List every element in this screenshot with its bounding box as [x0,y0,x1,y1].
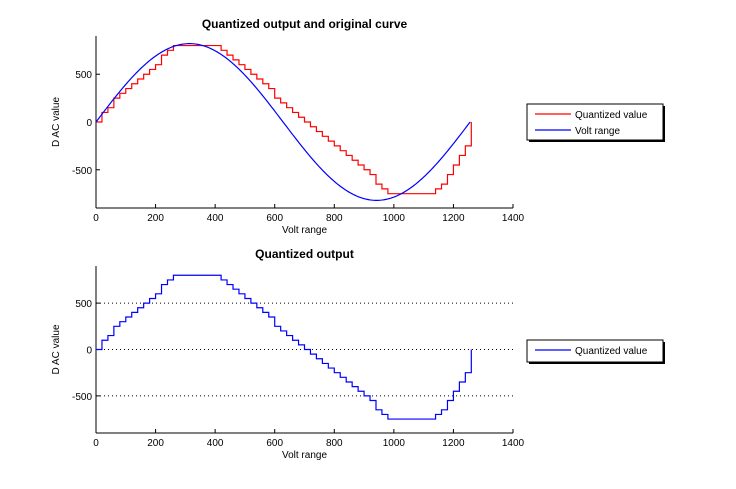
legend: Quantized value Volt range [526,103,665,142]
x-tick-label: 1000 [383,438,406,449]
x-axis-label: Volt range [282,225,327,236]
y-axis-label: D AC value [51,97,62,147]
x-tick-label: 600 [266,213,283,224]
y-tick-label: 500 [75,299,92,310]
y-tick-label: 0 [86,118,92,129]
x-tick-label: 1200 [442,213,465,224]
y-tick-label: -500 [72,166,92,177]
y-tick-label: 500 [75,70,92,81]
series-line-quantized-value [96,274,472,420]
x-tick-label: 800 [326,438,343,449]
x-tick-label: 1400 [502,438,525,449]
x-tick-label: 600 [266,438,283,449]
legend-box [526,103,664,141]
chart-title: Quantized output and original curve [202,17,408,31]
x-tick-label: 1400 [502,213,525,224]
chart-1: Quantized output and original curve 0 200 4… [51,17,665,236]
x-tick-label: 400 [207,438,224,449]
x-tick-label: 200 [147,438,164,449]
x-axis-label: Volt range [282,450,327,461]
y-axis-label: D AC value [51,324,62,374]
x-tick-label: 800 [326,213,343,224]
x-tick-label: 0 [93,213,99,224]
x-tick-label: 1000 [383,213,406,224]
x-tick-label: 1200 [442,438,465,449]
legend: Quantized value [526,339,665,364]
y-tick-label: -500 [72,392,92,403]
x-tick-label: 0 [93,438,99,449]
legend-label: Quantized value [575,110,648,121]
x-tick-label: 200 [147,213,164,224]
series-line-volt-range [95,43,471,201]
legend-box [526,339,664,363]
legend-label: Quantized value [575,346,648,357]
legend-label: Volt range [575,126,620,137]
chart-2: Quantized output 0 200 400 600 800 1000 1200 140… [51,247,665,461]
x-tick-label: 400 [207,213,224,224]
chart-title: Quantized output [255,247,354,261]
y-tick-label: 0 [86,346,92,357]
